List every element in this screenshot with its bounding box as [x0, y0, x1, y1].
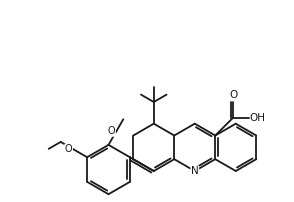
Text: O: O	[108, 126, 116, 136]
Text: O: O	[65, 144, 73, 154]
Text: O: O	[229, 90, 237, 100]
Text: N: N	[191, 166, 199, 176]
Text: OH: OH	[250, 113, 266, 123]
